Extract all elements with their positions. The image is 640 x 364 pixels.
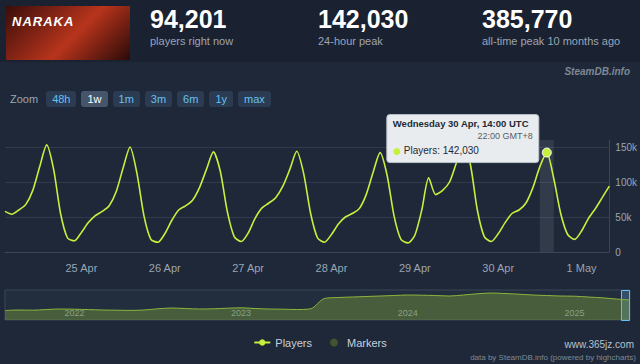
- svg-text:28 Apr: 28 Apr: [316, 262, 348, 274]
- svg-text:22:00 GMT+8: 22:00 GMT+8: [478, 131, 533, 141]
- html-text:Zoom: Zoom: [10, 93, 39, 105]
- html-text:1y: 1y: [215, 93, 227, 105]
- svg-text:Players: 142,030: Players: 142,030: [404, 145, 479, 156]
- svg-text:Players: Players: [275, 337, 312, 349]
- html-text:SteamDB.info: SteamDB.info: [564, 66, 630, 77]
- svg-text:Markers: Markers: [347, 337, 387, 349]
- svg-text:25 Apr: 25 Apr: [66, 262, 98, 274]
- svg-text:30 Apr: 30 Apr: [482, 262, 514, 274]
- html-text:48h: 48h: [52, 93, 71, 105]
- html-text:max: max: [244, 93, 265, 105]
- svg-text:27 Apr: 27 Apr: [232, 262, 264, 274]
- html-text:385,770: 385,770: [482, 5, 573, 33]
- svg-text:50k: 50k: [615, 212, 632, 223]
- svg-text:100k: 100k: [615, 177, 638, 188]
- svg-text:0: 0: [615, 247, 621, 258]
- svg-text:29 Apr: 29 Apr: [399, 262, 431, 274]
- html-text:3m: 3m: [150, 93, 167, 105]
- html-text:142,030: 142,030: [318, 5, 409, 33]
- html-text:data by SteamDB.info (powered: data by SteamDB.info (powered by highcha…: [470, 353, 636, 362]
- svg-text:26 Apr: 26 Apr: [149, 262, 181, 274]
- svg-text:Wednesday 30 Apr, 14:00 UTC: Wednesday 30 Apr, 14:00 UTC: [393, 118, 529, 129]
- html-text:all-time peak 10 months ago: all-time peak 10 months ago: [482, 35, 621, 47]
- html-text:www.365jz.com: www.365jz.com: [564, 339, 634, 350]
- html-text:6m: 6m: [183, 93, 199, 105]
- html-text:1w: 1w: [87, 93, 102, 105]
- html-text:24-hour peak: 24-hour peak: [318, 35, 383, 47]
- html-text:94,201: 94,201: [150, 5, 227, 33]
- svg-text:150k: 150k: [615, 142, 638, 153]
- html-text:NARAKA: NARAKA: [12, 14, 75, 29]
- html-text:1m: 1m: [118, 93, 134, 105]
- html-text:players right now: players right now: [150, 35, 234, 47]
- svg-text:1 May: 1 May: [567, 262, 597, 274]
